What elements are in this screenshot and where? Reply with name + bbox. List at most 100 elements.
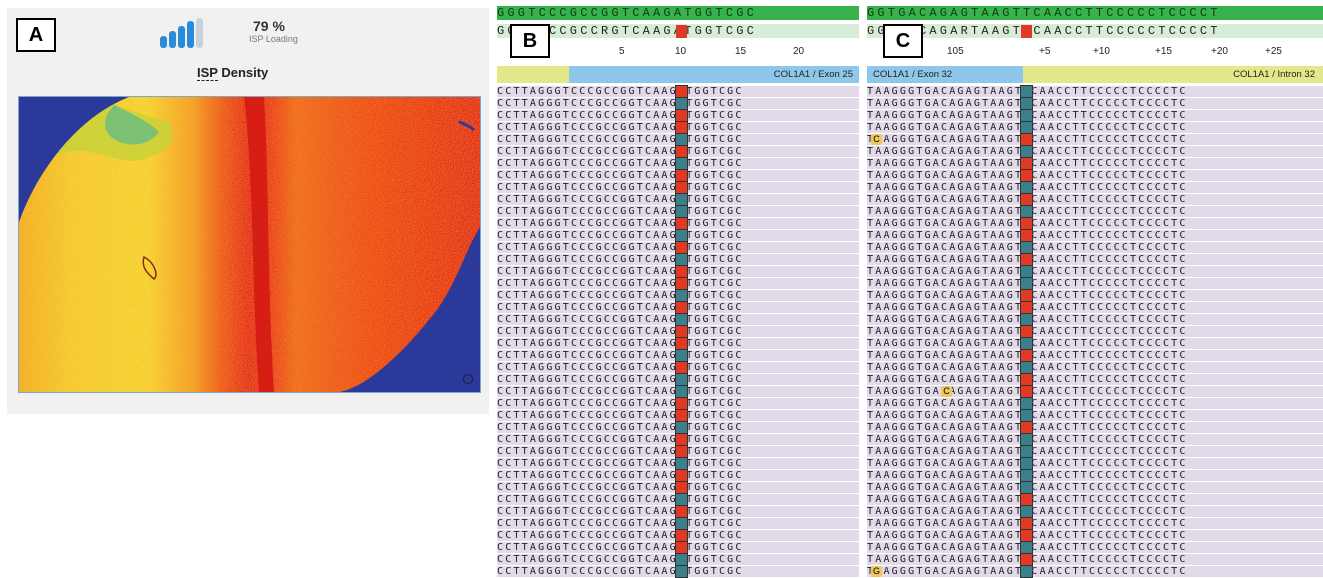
- variant-ref-base: [675, 313, 688, 326]
- panel-label-a: A: [16, 18, 56, 52]
- variant-ref-base: [1020, 277, 1033, 290]
- consensus-sequence-row: GGTGACAGARTAAGTTCAACCTTCCCCCTCCCCT: [867, 24, 1323, 38]
- variant-ref-base: [675, 253, 688, 266]
- sequence-read: TAAGGGTGACAGAGTAAGTTCAACCTTCCCCCTCCCCTC: [867, 242, 1323, 253]
- variant-ref-base: [675, 457, 688, 470]
- variant-ref-base: [1020, 265, 1033, 278]
- variant-alt-base: [675, 433, 688, 446]
- variant-marker: [1021, 25, 1032, 38]
- signal-bars-icon: [160, 18, 206, 48]
- variant-ref-base: [1020, 85, 1033, 98]
- sequence-read: TAAGGGTGACAGAGTAAGTTCAACCTTCCCCCTCCCCTC: [867, 230, 1323, 241]
- position-ruler: 5 10 15 20: [619, 46, 805, 57]
- sequence-read: TAAGGGTGACAGAGTAAGTTCAACCTTCCCCCTCCCCTC: [867, 326, 1323, 337]
- sequence-read: TAAGGGTGACAGAGTAAGTTCAACCTTCCCCCTCCCCTC: [867, 98, 1323, 109]
- variant-ref-base: [675, 553, 688, 566]
- variant-alt-base: [1020, 349, 1033, 362]
- position-ruler: 90 105 +5 +10 +15 +20 +25: [893, 46, 1282, 57]
- variant-alt-base: [675, 301, 688, 314]
- variant-alt-base: [1020, 373, 1033, 386]
- sequence-read: TAAGGGTGACAGAGTAAGTTCAACCTTCCCCCTCCCCTC: [867, 446, 1323, 457]
- sequence-read: TAAGGGTGACAGAGTAAGTTCAACCTTCCCCCTCCCCTC: [867, 458, 1323, 469]
- variant-alt-base: [675, 409, 688, 422]
- exon-label: COL1A1 / Exon 25: [773, 69, 853, 80]
- variant-ref-base: [675, 493, 688, 506]
- sequence-read: TAAGGGTGACAGAGTAAGTTCAACCTTCCCCCTCCCCTC: [867, 482, 1323, 493]
- variant-alt-base: [1020, 385, 1033, 398]
- variant-ref-base: [675, 229, 688, 242]
- intron-track: [497, 66, 569, 83]
- sequence-read: TAAGGGTGACAGAGTAAGTTCAACCTTCCCCCTCCCCTC: [867, 518, 1323, 529]
- sequence-read: TAAGGGTGACAGAGTAAGTTCAACCTTCCCCCTCCCCTC: [867, 266, 1323, 277]
- sequence-read: TAAGGGTGACAGAGTAAGTTCAACCTTCCCCCTCCCCTC: [867, 134, 1323, 145]
- variant-alt-base: [675, 145, 688, 158]
- variant-ref-base: [675, 133, 688, 146]
- sequence-read: TAAGGGTGACAGAGTAAGTTCAACCTTCCCCCTCCCCTC: [867, 194, 1323, 205]
- variant-ref-base: [1020, 241, 1033, 254]
- variant-alt-base: [675, 469, 688, 482]
- variant-alt-base: [675, 85, 688, 98]
- variant-alt-base: [675, 277, 688, 290]
- mismatch-base-badge: C: [941, 386, 952, 397]
- variant-alt-base: [1020, 553, 1033, 566]
- variant-ref-base: [1020, 409, 1033, 422]
- variant-ref-base: [675, 373, 688, 386]
- variant-alt-base: [1020, 217, 1033, 230]
- sequence-read: TAAGGGTGACAGAGTAAGTTCAACCTTCCCCCTCCCCTC: [867, 122, 1323, 133]
- variant-ref-base: [1020, 505, 1033, 518]
- variant-ref-base: [1020, 469, 1033, 482]
- variant-ref-base: [675, 349, 688, 362]
- variant-alt-base: [675, 241, 688, 254]
- sequence-read: TAAGGGTGACAGAGTAAGTTCAACCTTCCCCCTCCCCTC: [867, 290, 1323, 301]
- sequence-read: TAAGGGTGACAGAGTAAGTTCAACCTTCCCCCTCCCCTC: [867, 422, 1323, 433]
- sequence-read: TAAGGGTGACAGAGTAAGTTCAACCTTCCCCCTCCCCTC: [867, 530, 1323, 541]
- variant-alt-base: [675, 361, 688, 374]
- sequence-read: TAAGGGTGACAGAGTAAGTTCAACCTTCCCCCTCCCCTC: [867, 434, 1323, 445]
- isp-density-title: ISP Density: [197, 65, 269, 81]
- sequence-read: TAAGGGTGACAGAGTAAGTTCAACCTTCCCCCTCCCCTC: [867, 86, 1323, 97]
- panel-label-c: C: [883, 24, 923, 58]
- variant-ref-base: [1020, 445, 1033, 458]
- variant-alt-base: [675, 265, 688, 278]
- sequence-read: TAAGGGTGACAGAGTAAGTTCAACCTTCCCCCTCCCCTC: [867, 146, 1323, 157]
- variant-ref-base: [675, 385, 688, 398]
- sequence-read: TAAGGGTGACAGAGTAAGTTCAACCTTCCCCCTCCCCTC: [867, 386, 1323, 397]
- variant-ref-base: [1020, 361, 1033, 374]
- exon-track: COL1A1 / Exon 32: [867, 66, 1023, 83]
- zoom-icon[interactable]: [463, 374, 473, 384]
- panel-label-b: B: [510, 24, 550, 58]
- mismatch-base-badge: C: [871, 134, 882, 145]
- sequence-read: TAAGGGTGACAGAGTAAGTTCAACCTTCCCCCTCCCCTC: [867, 206, 1323, 217]
- sequence-read: TAAGGGTGACAGAGTAAGTTCAACCTTCCCCCTCCCCTC: [867, 506, 1323, 517]
- sequence-read: TAAGGGTGACAGAGTAAGTTCAACCTTCCCCCTCCCCTC: [867, 278, 1323, 289]
- variant-alt-base: [675, 397, 688, 410]
- exon-track: COL1A1 / Exon 25: [569, 66, 859, 83]
- sequence-read: TAAGGGTGACAGAGTAAGTTCAACCTTCCCCCTCCCCTC: [867, 494, 1323, 505]
- variant-ref-base: [1020, 457, 1033, 470]
- sequence-read: TAAGGGTGACAGAGTAAGTTCAACCTTCCCCCTCCCCTC: [867, 410, 1323, 421]
- variant-alt-base: [1020, 169, 1033, 182]
- sequence-read: TAAGGGTGACAGAGTAAGTTCAACCTTCCCCCTCCCCTC: [867, 314, 1323, 325]
- variant-ref-base: [675, 517, 688, 530]
- sequence-read: TAAGGGTGACAGAGTAAGTTCAACCTTCCCCCTCCCCTC: [867, 158, 1323, 169]
- variant-alt-base: [675, 325, 688, 338]
- intron-track: COL1A1 / Intron 32: [1023, 66, 1323, 83]
- variant-ref-base: [675, 289, 688, 302]
- variant-alt-base: [675, 217, 688, 230]
- variant-ref-base: [1020, 337, 1033, 350]
- variant-alt-base: [1020, 229, 1033, 242]
- variant-marker: [676, 25, 687, 38]
- intron-label: COL1A1 / Intron 32: [1233, 69, 1315, 80]
- variant-alt-base: [1020, 301, 1033, 314]
- variant-alt-base: [1020, 325, 1033, 338]
- sequence-read: TAAGGGTGACAGAGTAAGTTCAACCTTCCCCCTCCCCTC: [867, 350, 1323, 361]
- variant-ref-base: [1020, 397, 1033, 410]
- sequence-read: TAAGGGTGACAGAGTAAGTTCAACCTTCCCCCTCCCCTC: [867, 302, 1323, 313]
- sequence-read: TAAGGGTGACAGAGTAAGTTCAACCTTCCCCCTCCCCTC: [867, 470, 1323, 481]
- read-pileup: TAAGGGTGACAGAGTAAGTTCAACCTTCCCCCTCCCCTCT…: [867, 86, 1323, 578]
- exon-label: COL1A1 / Exon 32: [873, 69, 953, 80]
- variant-ref-base: [1020, 541, 1033, 554]
- isp-density-heatmap: [18, 96, 481, 393]
- panel-b-alignment: GGGTCCCGCCGGTCAAGATGGTCGC GGGTCCCGCCRGTC…: [497, 6, 859, 578]
- variant-alt-base: [675, 169, 688, 182]
